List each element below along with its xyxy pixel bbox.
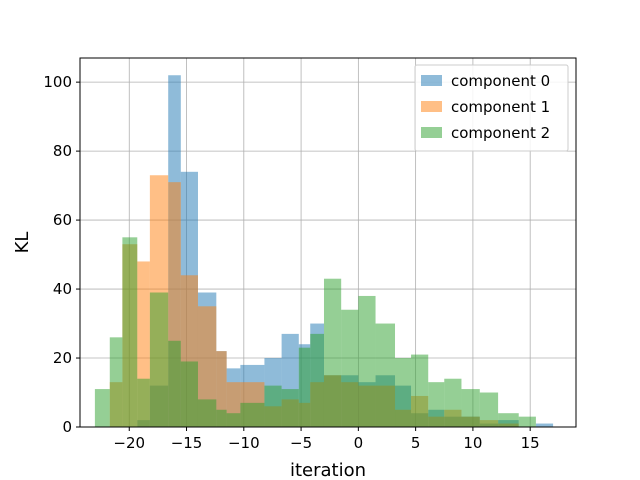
histogram-bar xyxy=(137,378,150,427)
x-tick-label: −5 xyxy=(290,434,312,452)
histogram-bar xyxy=(149,292,169,427)
x-axis-label: iteration xyxy=(290,460,366,480)
histogram-bar xyxy=(197,306,217,427)
histogram-bar xyxy=(109,337,123,427)
histogram-bar xyxy=(216,409,227,427)
legend-swatch xyxy=(421,127,442,138)
legend-label: component 1 xyxy=(451,98,550,116)
legend: component 0 component 1 component 2 xyxy=(414,64,569,152)
histogram-bar xyxy=(341,309,359,427)
histogram-bar xyxy=(197,399,217,427)
x-tick-label: 10 xyxy=(463,434,482,452)
histogram-bar xyxy=(122,237,138,427)
y-tick-label: 40 xyxy=(53,280,72,298)
histogram-bar xyxy=(281,389,299,427)
histogram-bar xyxy=(264,385,282,427)
y-tick-label: 60 xyxy=(53,211,72,229)
histogram-bar xyxy=(226,413,241,427)
y-tick-label: 0 xyxy=(62,418,72,436)
histogram-bar xyxy=(411,354,429,427)
histogram-bar xyxy=(168,340,181,427)
plot-area-frame xyxy=(79,57,577,428)
histogram-bar xyxy=(94,389,110,427)
histogram-bar xyxy=(518,416,536,427)
histogram-bar xyxy=(180,361,198,427)
y-tick-label: 20 xyxy=(53,349,72,367)
histogram-bar xyxy=(395,358,412,427)
histogram-bar xyxy=(323,278,342,427)
histogram-bar xyxy=(298,347,311,427)
histogram-bar xyxy=(461,389,480,427)
histogram-bar xyxy=(428,382,445,427)
y-axis-label: KL xyxy=(12,232,33,254)
legend-label: component 2 xyxy=(451,124,550,142)
histogram-bar xyxy=(375,323,396,427)
legend-swatch xyxy=(421,101,442,112)
histogram-bar xyxy=(240,402,265,427)
histogram-bar xyxy=(498,413,519,427)
histogram-bar xyxy=(310,333,324,427)
legend-swatch xyxy=(421,75,442,86)
x-tick-label: 0 xyxy=(354,434,364,452)
histogram-bar xyxy=(444,378,462,427)
y-tick-label: 100 xyxy=(43,73,72,91)
legend-label: component 0 xyxy=(451,72,550,90)
y-tick-label: 80 xyxy=(53,142,72,160)
series-component-2 xyxy=(94,237,536,427)
histogram-bar xyxy=(535,423,554,427)
x-tick-label: 5 xyxy=(411,434,421,452)
y-axis-ticks: 0 20 40 60 80 100 xyxy=(43,73,80,436)
histogram-bar xyxy=(216,351,227,427)
legend-box xyxy=(414,64,569,152)
histogram-bar xyxy=(358,295,376,427)
histogram-bar xyxy=(479,392,499,427)
x-tick-label: −15 xyxy=(171,434,203,452)
x-tick-label: −20 xyxy=(113,434,145,452)
x-tick-label: 15 xyxy=(521,434,540,452)
x-tick-label: −10 xyxy=(228,434,260,452)
histogram-bars xyxy=(94,75,554,428)
x-axis-ticks: −20 −15 −10 −5 0 5 10 15 xyxy=(113,427,540,452)
